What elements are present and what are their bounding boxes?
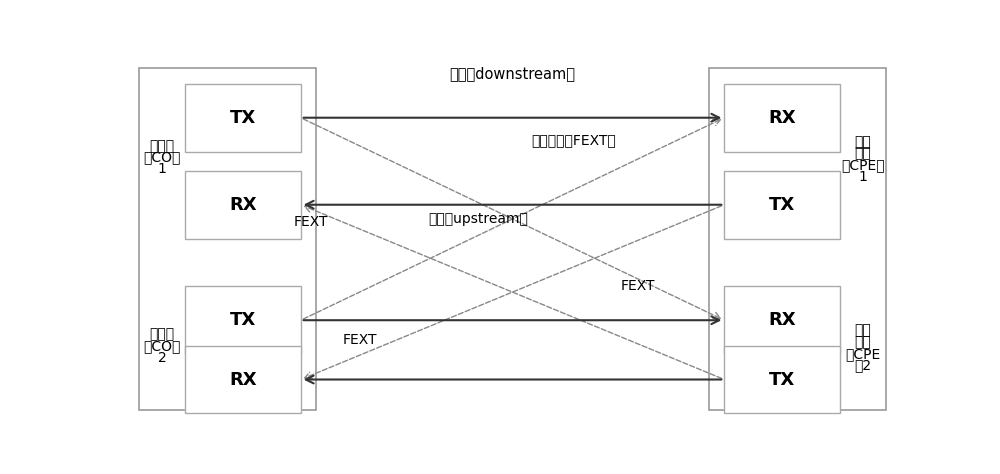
- Text: （CPE: （CPE: [845, 346, 880, 361]
- Text: TX: TX: [230, 311, 256, 329]
- Text: TX: TX: [230, 109, 256, 127]
- Text: FEXT: FEXT: [620, 279, 655, 293]
- Text: 1: 1: [858, 170, 867, 183]
- Text: RX: RX: [768, 109, 796, 127]
- Text: FEXT: FEXT: [343, 333, 378, 347]
- Bar: [185, 286, 301, 354]
- Bar: [724, 346, 840, 413]
- Text: RX: RX: [229, 196, 257, 214]
- Text: 用户: 用户: [854, 135, 871, 149]
- Text: 下行（downstream）: 下行（downstream）: [450, 66, 576, 82]
- Text: 前端: 前端: [854, 335, 871, 349]
- Bar: [139, 68, 316, 410]
- Text: （CO）: （CO）: [143, 150, 181, 164]
- Text: RX: RX: [768, 311, 796, 329]
- Bar: [724, 286, 840, 354]
- Bar: [185, 171, 301, 238]
- Text: 中心局: 中心局: [150, 328, 175, 341]
- Text: ）2: ）2: [854, 358, 871, 372]
- Text: 前端: 前端: [854, 146, 871, 161]
- Bar: [185, 84, 301, 152]
- Bar: [185, 346, 301, 413]
- Text: RX: RX: [229, 371, 257, 389]
- Text: 远端串扰（FEXT）: 远端串扰（FEXT）: [532, 133, 616, 147]
- Text: 用户: 用户: [854, 324, 871, 337]
- Text: （CPE）: （CPE）: [841, 158, 885, 172]
- Bar: [709, 68, 886, 410]
- Text: TX: TX: [769, 371, 795, 389]
- Text: 2: 2: [158, 351, 167, 365]
- Text: 1: 1: [158, 162, 167, 176]
- Bar: [724, 171, 840, 238]
- Text: 中心局: 中心局: [150, 139, 175, 153]
- Text: （CO）: （CO）: [143, 339, 181, 353]
- Text: FEXT: FEXT: [293, 215, 328, 229]
- Text: 上行（upstream）: 上行（upstream）: [428, 211, 528, 226]
- Bar: [724, 84, 840, 152]
- Text: TX: TX: [769, 196, 795, 214]
